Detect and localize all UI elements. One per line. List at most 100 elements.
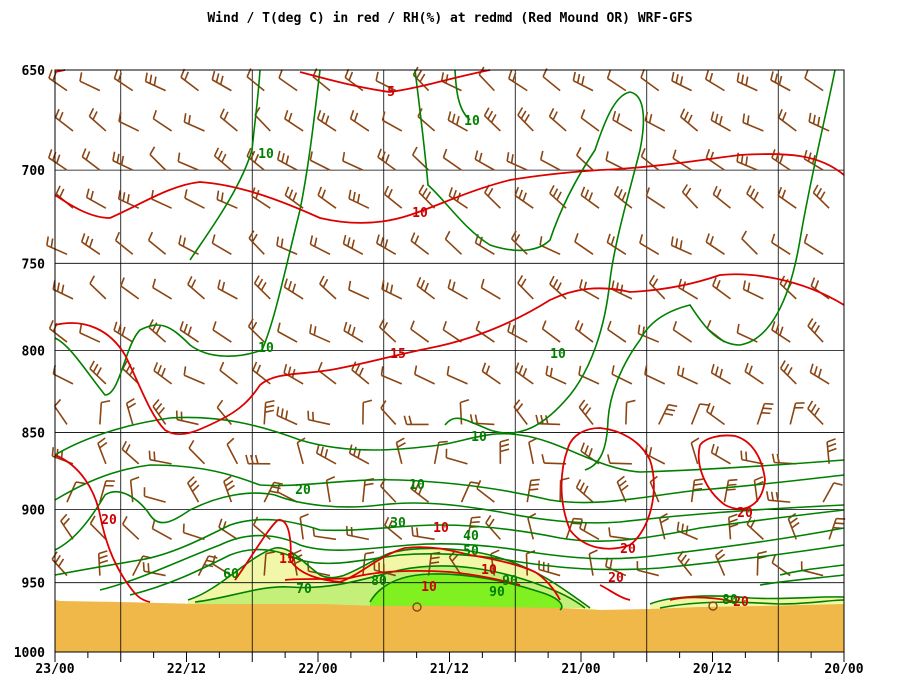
wind-barb bbox=[112, 151, 134, 171]
x-tick-label: 23/00 bbox=[35, 662, 74, 677]
wind-barb bbox=[245, 454, 271, 465]
y-tick-label: 950 bbox=[22, 577, 46, 592]
temperature-contour-label: 20 bbox=[101, 513, 117, 528]
wind-barb bbox=[771, 149, 791, 171]
wind-barb bbox=[447, 279, 468, 300]
rh-fill-layer bbox=[188, 547, 844, 610]
wind-barb bbox=[514, 362, 534, 385]
wind-barb bbox=[605, 151, 627, 171]
wind-barb bbox=[348, 280, 370, 300]
wind-barb bbox=[252, 361, 271, 385]
wind-barb bbox=[47, 149, 68, 171]
wind-barb bbox=[658, 403, 678, 425]
wind-barb bbox=[442, 148, 462, 171]
wind-barb bbox=[380, 400, 397, 425]
wind-barb bbox=[770, 233, 791, 255]
wind-barb bbox=[226, 437, 239, 465]
plot-frame bbox=[54, 69, 845, 653]
wind-barb bbox=[756, 402, 774, 425]
wind-barb bbox=[448, 187, 468, 209]
rh-90-contour bbox=[369, 573, 563, 611]
wind-barb bbox=[742, 113, 764, 132]
wind-barb bbox=[712, 277, 731, 300]
wind-barb bbox=[125, 397, 137, 425]
station-markers bbox=[412, 601, 718, 612]
wind-barb bbox=[766, 491, 791, 503]
wind-barb bbox=[66, 481, 85, 503]
wind-barb bbox=[704, 70, 725, 92]
wind-barb bbox=[179, 321, 199, 343]
wind-barb bbox=[89, 275, 107, 300]
wind-barb bbox=[410, 320, 430, 343]
contour-labels: 5 10 15 20 20 20 20 15 10 10 10 20 10 10 10 10 10 10 20 30 4… bbox=[101, 85, 753, 610]
wind-barb bbox=[52, 280, 74, 300]
x-tick-label: 22/12 bbox=[167, 662, 206, 677]
wind-barb bbox=[474, 150, 495, 171]
wind-barb bbox=[410, 480, 430, 503]
wind-barb bbox=[211, 70, 232, 92]
wind-barb bbox=[79, 323, 101, 343]
wind-barb bbox=[148, 319, 167, 343]
rh-contour-label: 80 bbox=[722, 593, 738, 608]
rh-contour-label: 80 bbox=[371, 574, 387, 589]
wind-barb bbox=[607, 454, 632, 465]
wind-barb bbox=[60, 513, 74, 540]
rh-contour-label: 90 bbox=[489, 585, 505, 600]
wind-barb bbox=[46, 236, 68, 256]
wind-barb bbox=[822, 482, 843, 503]
wind-barb bbox=[348, 189, 370, 209]
rh-80-contour-right bbox=[659, 599, 845, 609]
wind-barb bbox=[307, 562, 331, 577]
wind-barb bbox=[99, 399, 111, 425]
wind-barb bbox=[608, 527, 632, 541]
wind-barb bbox=[705, 402, 725, 426]
rh-contours bbox=[54, 69, 845, 611]
wind-barb bbox=[383, 185, 403, 209]
wind-barb bbox=[542, 68, 561, 92]
wind-barb bbox=[152, 109, 173, 132]
wind-barb bbox=[309, 324, 331, 343]
wind-barb bbox=[180, 68, 199, 92]
wind-barb bbox=[807, 400, 824, 426]
wind-barb bbox=[510, 230, 528, 255]
wind-barb bbox=[625, 399, 636, 425]
wind-barb bbox=[345, 525, 370, 541]
wind-barb bbox=[644, 111, 666, 132]
wind-barb bbox=[613, 185, 633, 209]
wind-barb bbox=[771, 321, 791, 343]
wind-barb bbox=[548, 108, 567, 132]
wind-barb bbox=[121, 440, 140, 465]
rh-contour-label: 10 bbox=[464, 114, 480, 129]
wind-barb bbox=[147, 231, 167, 255]
wind-barb bbox=[485, 514, 501, 540]
wind-barb bbox=[53, 398, 68, 425]
wind-barb bbox=[253, 275, 271, 300]
wind-barb bbox=[690, 437, 700, 465]
wind-barb bbox=[216, 190, 238, 209]
wind-barb bbox=[362, 477, 375, 503]
temperature-contour-label: 10 bbox=[481, 563, 497, 578]
temperature-contour-label: 10 bbox=[433, 521, 449, 536]
wind-barb bbox=[342, 151, 364, 171]
rh-contour-label: 70 bbox=[296, 582, 312, 597]
wind-barb bbox=[800, 561, 824, 577]
wind-barb bbox=[142, 562, 166, 577]
wind-barb bbox=[48, 69, 68, 92]
wind-barb bbox=[741, 230, 758, 255]
wind-barb bbox=[539, 236, 561, 256]
wind-barb bbox=[578, 365, 600, 385]
wind-barb bbox=[446, 365, 468, 385]
wind-barb bbox=[648, 274, 666, 300]
wind-barb bbox=[395, 437, 406, 465]
temp-15-contour bbox=[54, 273, 845, 435]
wind-barb bbox=[740, 450, 764, 465]
rh-contour-label: 90 bbox=[502, 574, 518, 589]
wind-barb bbox=[416, 276, 436, 300]
wind-barb bbox=[588, 549, 598, 576]
wind-barb bbox=[499, 438, 510, 464]
temperature-contour-label: 5 bbox=[387, 85, 395, 100]
wind-barb bbox=[826, 438, 837, 464]
temperature-contour-label: 15 bbox=[279, 552, 295, 567]
wind-barb bbox=[549, 185, 567, 209]
wind-barb bbox=[97, 437, 108, 465]
